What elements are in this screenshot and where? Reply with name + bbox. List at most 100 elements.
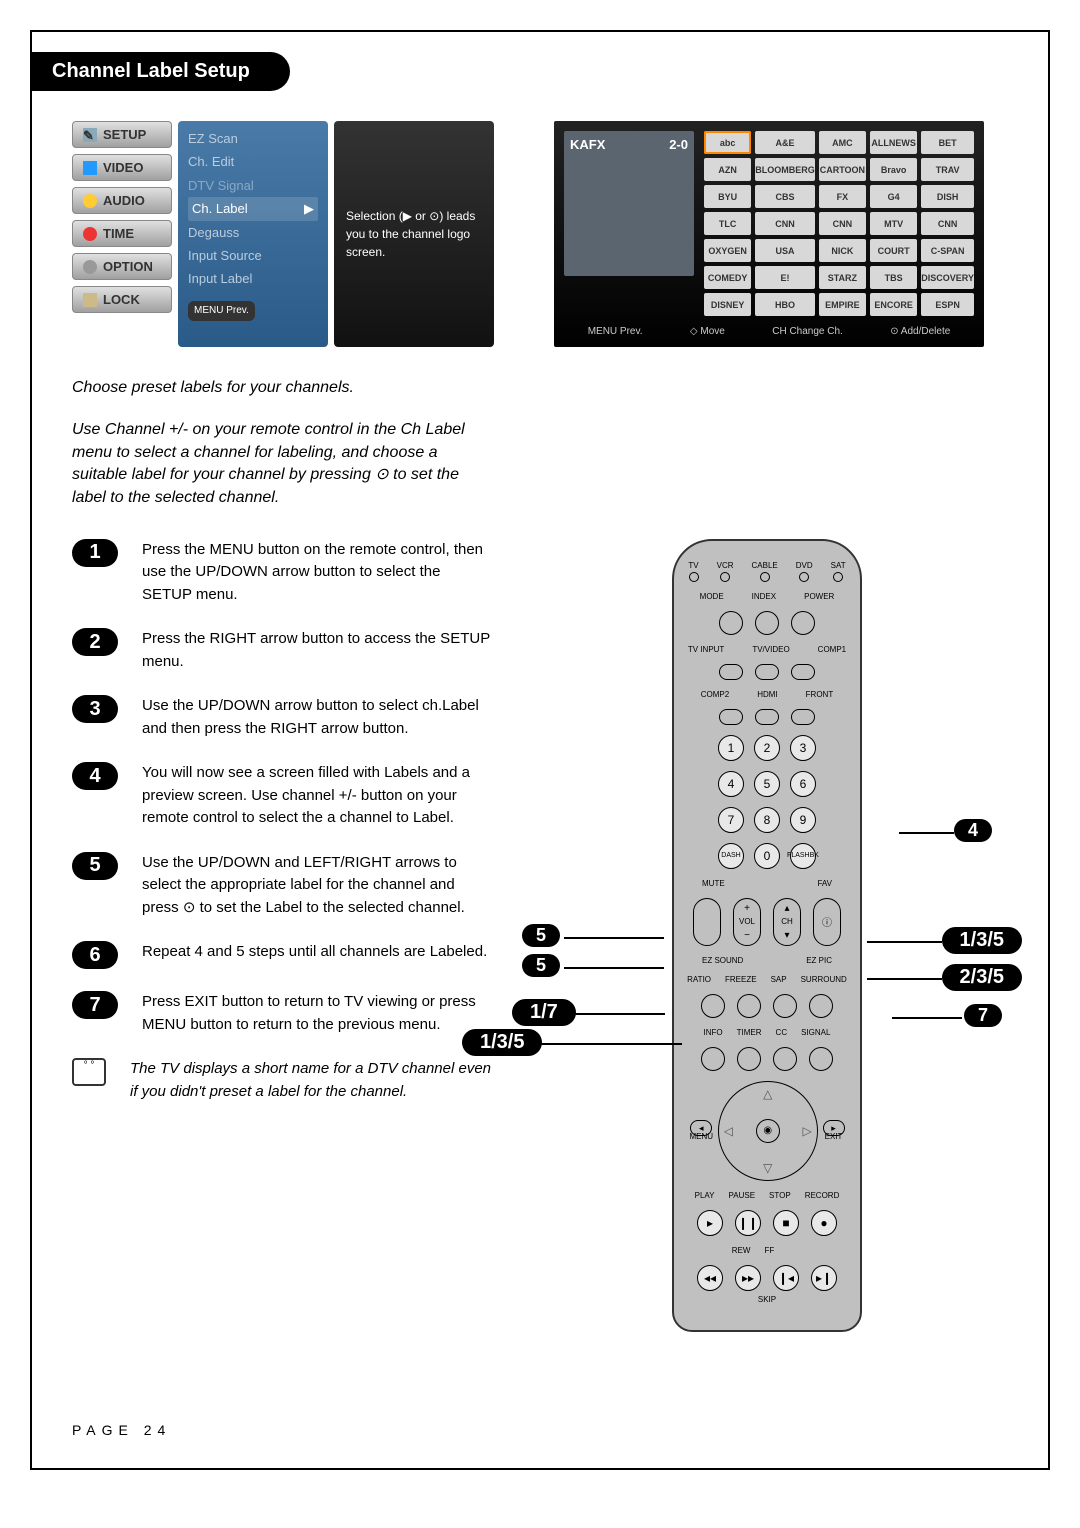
menu-item: EZ Scan [188,127,318,150]
menu-tab-option: OPTION [72,253,172,280]
arrow-17 [570,1013,665,1015]
page-footer: PAGE 24 [72,1422,171,1438]
arrow-5a [564,937,664,939]
content: ✎SETUP VIDEO AUDIO TIME OPTION LOCK EZ S… [32,91,1048,1362]
step-text: You will now see a screen filled with La… [142,762,492,830]
numpad-7: 7 [718,807,744,833]
numpad-4: 4 [718,771,744,797]
step-number: 2 [72,628,118,656]
remote-label: CC [776,1028,788,1037]
arrow-135a [867,941,942,943]
callout-135b: 1/3/5 [462,1029,542,1056]
logo-cell: EMPIRE [819,293,866,316]
steps-list: 1 Press the MENU button on the remote con… [72,539,492,1332]
logo-cell: USA [755,239,815,262]
steps-section: 1 Press the MENU button on the remote con… [72,539,1008,1332]
step-number: 6 [72,941,118,969]
page-title: Channel Label Setup [32,52,290,91]
osd-menu-screenshot: ✎SETUP VIDEO AUDIO TIME OPTION LOCK EZ S… [72,121,494,347]
logo-cell: COMEDY [704,266,751,289]
remote-label: TV [688,561,698,570]
ch-rocker: ▴CH▾ [773,898,801,946]
logo-cell: CNN [755,212,815,235]
remote-label: HDMI [757,690,777,699]
logo-cell: AZN [704,158,751,181]
remote-label: PLAY [695,1191,715,1200]
numpad-2: 2 [754,735,780,761]
numpad-1: 1 [718,735,744,761]
remote-label: TV INPUT [688,645,724,654]
remote-label: VCR [717,561,734,570]
logo-screen-hints: MENU Prev. ◇ Move CH Change Ch. ⊙ Add/De… [564,326,974,337]
logo-cell: ALLNEWS [870,131,917,154]
logo-cell: AMC [819,131,866,154]
step-3: 3Use the UP/DOWN arrow button to select … [72,695,492,740]
logo-cell: TRAV [921,158,974,181]
logo-cell: abc [704,131,751,154]
callout-135a: 1/3/5 [942,927,1022,954]
logo-cell: STARZ [819,266,866,289]
step-2: 2Press the RIGHT arrow button to access … [72,628,492,673]
numpad-5: 5 [754,771,780,797]
step-text: Use the UP/DOWN and LEFT/RIGHT arrows to… [142,852,492,920]
logo-cell: MTV [870,212,917,235]
manual-page: Channel Label Setup ✎SETUP VIDEO AUDIO T… [30,30,1050,1470]
numpad-FLASHBK: FLASHBK [790,843,816,869]
step-1: 1 Press the MENU button on the remote con… [72,539,492,607]
menu-prev-hint: MENU Prev. [188,301,255,321]
menu-item: DTV Signal [188,174,318,197]
menu-item: Input Label [188,267,318,290]
remote-label: FF [764,1246,774,1255]
vol-rocker: +VOL− [733,898,761,946]
menu-item: Input Source [188,244,318,267]
step-number: 4 [72,762,118,790]
remote-label: SURROUND [801,975,847,984]
numpad-0: 0 [754,843,780,869]
logo-cell: ESPN [921,293,974,316]
logo-cell: DISNEY [704,293,751,316]
play-button: ▸ [697,1210,723,1236]
remote-label: RECORD [805,1191,840,1200]
remote-label: PAUSE [729,1191,756,1200]
tv-icon [72,1058,106,1086]
logo-cell: CARTOON [819,158,866,181]
volume-channel-row: +VOL− ▴CH▾ ⓘ [693,898,841,946]
remote-label: INFO [704,1028,723,1037]
remote-label: COMP1 [818,645,846,654]
logo-cell: CBS [755,185,815,208]
skip-label: SKIP [758,1295,776,1304]
step-number: 1 [72,539,118,567]
menu-item: Ch. Edit [188,150,318,173]
remote-label: STOP [769,1191,791,1200]
dtv-note: The TV displays a short name for a DTV c… [72,1058,492,1103]
remote-label: CABLE [752,561,778,570]
fav-button: ⓘ [813,898,841,946]
remote-label: MODE [700,592,724,601]
numpad-DASH: DASH [718,843,744,869]
note-text: The TV displays a short name for a DTV c… [130,1058,492,1103]
fav-label: FAV [817,879,832,888]
remote-label: TIMER [737,1028,762,1037]
remote-label: COMP2 [701,690,729,699]
logo-cell: BYU [704,185,751,208]
logo-cell: Bravo [870,158,917,181]
menu-tab-lock: LOCK [72,286,172,313]
logo-cell: COURT [870,239,917,262]
channel-logo-screenshot: KAFX2-0 abcA&EAMCALLNEWSBETAZNBLOOMBERGC… [554,121,984,347]
mute-button [693,898,721,946]
osd-menu-panel: EZ Scan Ch. Edit DTV Signal Ch. Label▶ D… [178,121,328,347]
remote-label: SIGNAL [801,1028,830,1037]
callout-235: 2/3/5 [942,964,1022,991]
step-text: Repeat 4 and 5 steps until all channels … [142,941,487,969]
logo-cell: CNN [819,212,866,235]
step-text: Press the MENU button on the remote cont… [142,539,492,607]
logo-cell: TBS [870,266,917,289]
remote-label: SAT [831,561,846,570]
mute-label: MUTE [702,879,725,888]
logo-cell: TLC [704,212,751,235]
arrow-135b [537,1043,682,1045]
remote-label: FREEZE [725,975,757,984]
ezsound-label: EZ SOUND [702,956,743,965]
logo-cell: A&E [755,131,815,154]
arrow-4 [899,832,954,834]
